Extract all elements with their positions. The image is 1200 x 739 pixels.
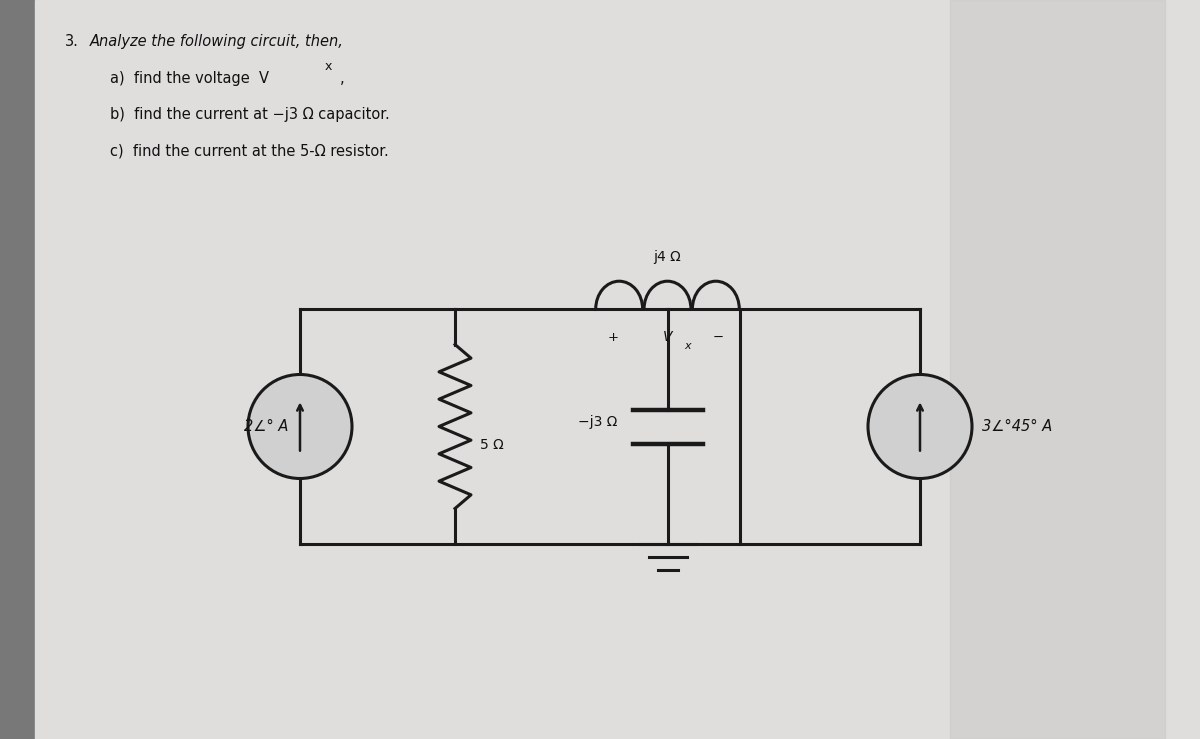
Text: x: x: [684, 341, 691, 351]
Text: 3∠°45° A: 3∠°45° A: [982, 419, 1052, 434]
Text: V: V: [662, 330, 672, 344]
Text: 3.: 3.: [65, 34, 79, 49]
Circle shape: [248, 375, 352, 478]
Text: ,: ,: [340, 71, 344, 86]
Text: Analyze the following circuit, then,: Analyze the following circuit, then,: [90, 34, 344, 49]
Text: j4 Ω: j4 Ω: [654, 250, 682, 264]
Text: −: −: [713, 330, 724, 344]
Text: 2∠° A: 2∠° A: [244, 419, 288, 434]
Text: a)  find the voltage  V: a) find the voltage V: [110, 71, 269, 86]
Circle shape: [868, 375, 972, 478]
Text: +: +: [607, 330, 618, 344]
Bar: [0, 0, 35, 739]
Bar: [950, 0, 1165, 739]
Text: b)  find the current at −j3 Ω capacitor.: b) find the current at −j3 Ω capacitor.: [110, 107, 390, 122]
Text: 5 Ω: 5 Ω: [480, 437, 504, 452]
Text: c)  find the current at the 5-Ω resistor.: c) find the current at the 5-Ω resistor.: [110, 143, 389, 158]
Text: −j3 Ω: −j3 Ω: [577, 415, 617, 429]
Text: x: x: [325, 60, 332, 73]
